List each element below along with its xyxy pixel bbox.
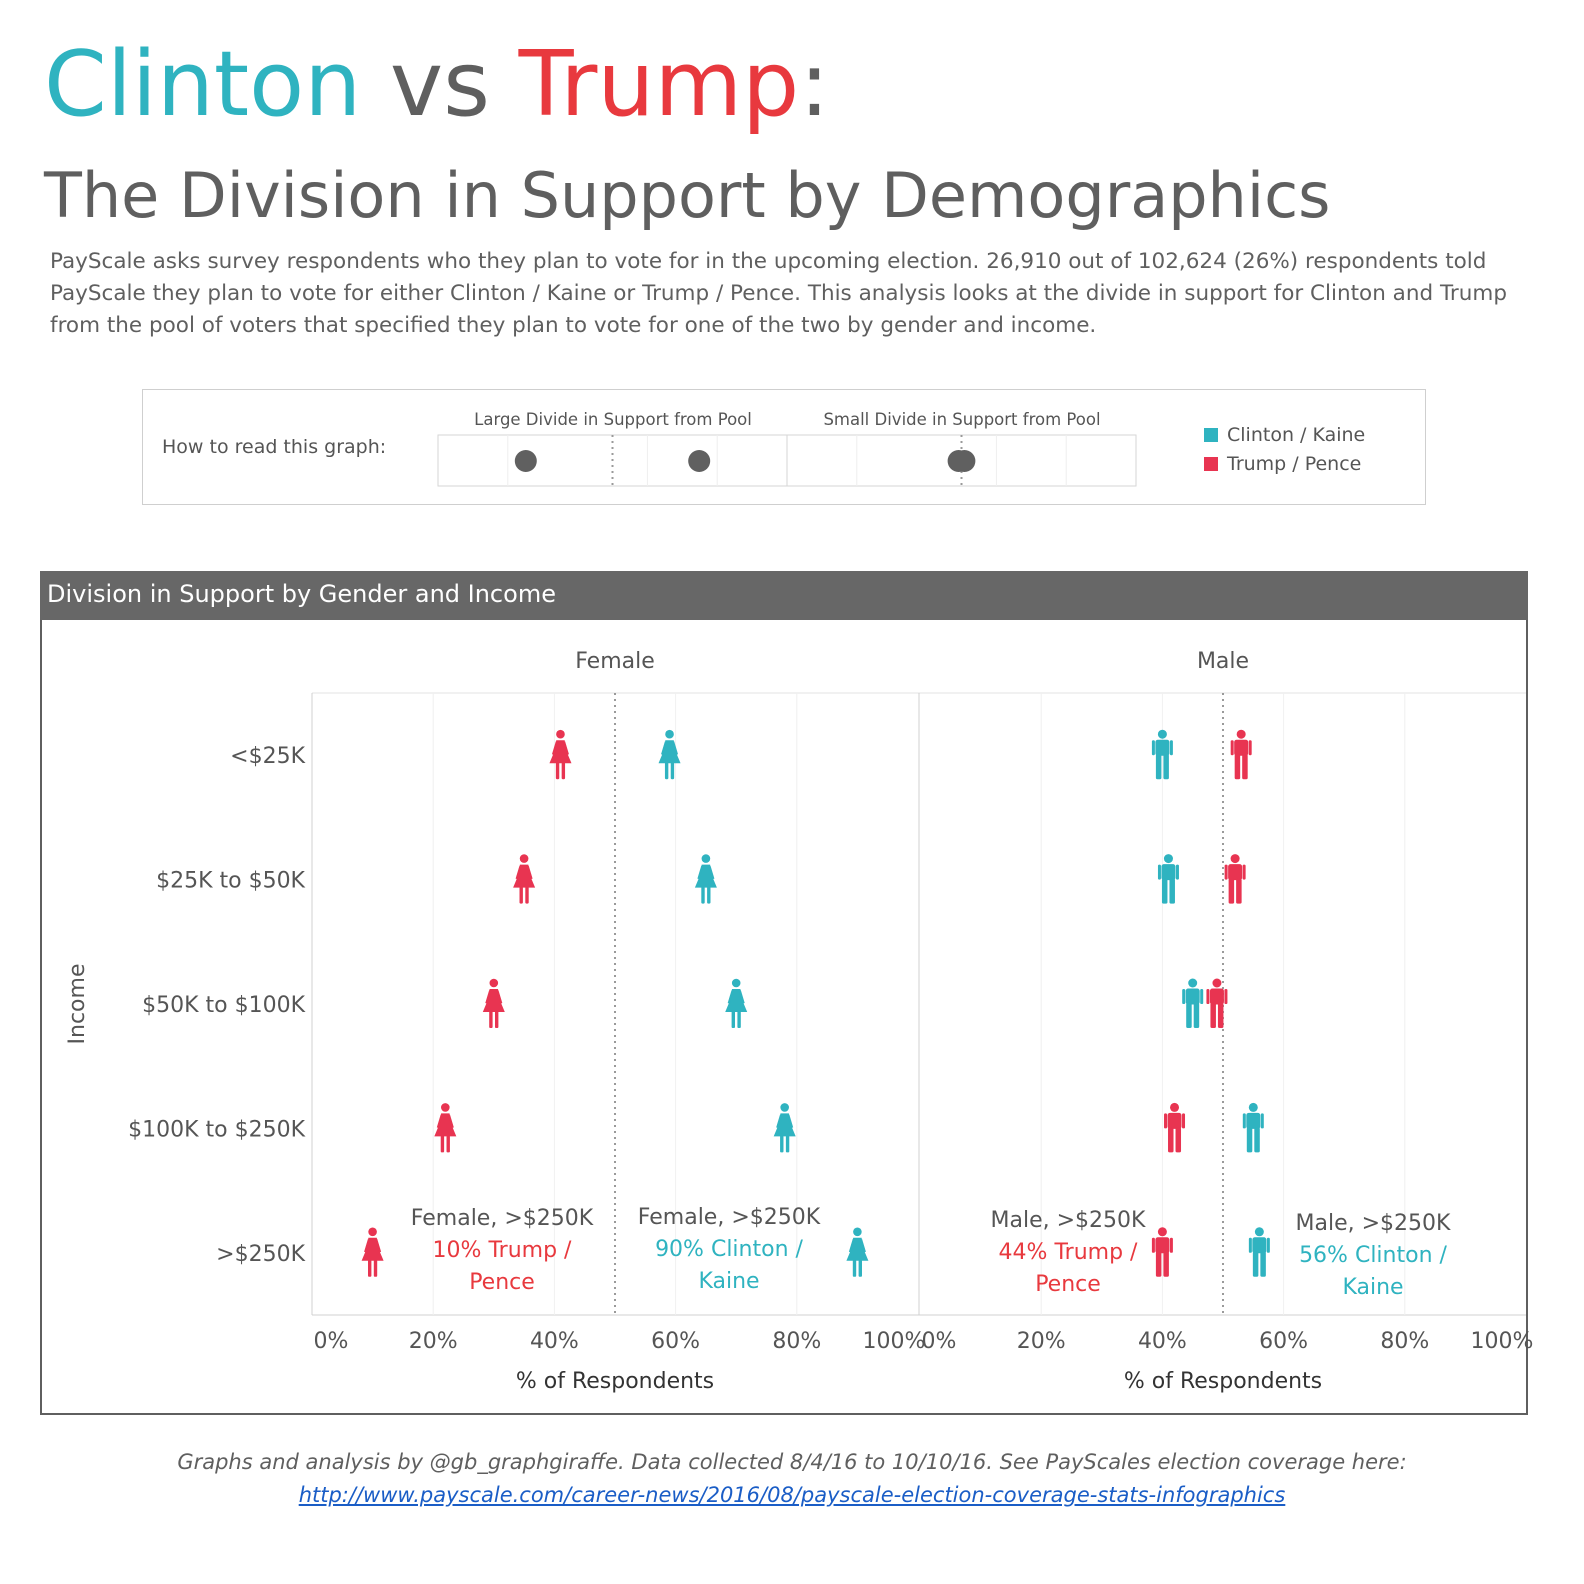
footer-link[interactable]: http://www.payscale.com/career-news/2016…	[298, 1483, 1286, 1507]
legend-key-clinton: Clinton / Kaine	[1204, 424, 1365, 446]
annotation-title: Male, >$250K	[991, 1208, 1147, 1233]
panel-header-female: Female	[575, 649, 655, 674]
y-tick-label: $50K to $100K	[142, 993, 305, 1018]
x-tick-label: 60%	[1259, 1329, 1308, 1354]
male-person-icon	[1182, 978, 1204, 1028]
x-tick-label: 20%	[1017, 1329, 1066, 1354]
panel-title: Division in Support by Gender and Income	[47, 580, 556, 608]
legend-example-dot	[953, 450, 976, 472]
male-person-icon	[1206, 978, 1228, 1028]
x-axis-label: % of Respondents	[1124, 1369, 1322, 1394]
female-person-icon	[846, 1227, 869, 1277]
male-person-icon	[1242, 1102, 1264, 1153]
trump-swatch-icon	[1204, 457, 1218, 471]
page-subtitle: The Division in Support by Demographics	[44, 159, 1331, 232]
annotation-line: 90% Clinton /	[655, 1237, 803, 1262]
annotation-title: Male, >$250K	[1296, 1211, 1452, 1236]
annotation-title: Female, >$250K	[411, 1206, 594, 1231]
how-to-read-label: How to read this graph:	[162, 436, 387, 458]
title-clinton: Clinton	[44, 32, 362, 137]
legend-example-dot	[688, 450, 711, 472]
female-person-icon	[694, 854, 717, 904]
y-tick-label: <$25K	[230, 744, 305, 769]
x-tick-label: 100%	[863, 1329, 926, 1354]
intro-paragraph: PayScale asks survey respondents who the…	[50, 249, 1507, 338]
female-person-icon	[773, 1103, 796, 1153]
x-tick-label: 80%	[1380, 1329, 1429, 1354]
x-tick-label: 0%	[314, 1329, 349, 1354]
page-title: Clinton vs Trump:	[44, 30, 830, 140]
annotation-line: Kaine	[1342, 1275, 1403, 1300]
legend-key-trump-label: Trump / Pence	[1227, 453, 1362, 475]
y-tick-label: $100K to $250K	[128, 1117, 305, 1142]
male-person-icon	[1157, 854, 1179, 904]
clinton-swatch-icon	[1204, 428, 1218, 442]
legend-example-dot	[514, 450, 537, 472]
male-person-icon	[1164, 1102, 1186, 1153]
x-tick-label: 40%	[1138, 1329, 1187, 1354]
large-divide-label: Large Divide in Support from Pool	[474, 410, 752, 429]
title-trump: Trump	[518, 32, 800, 137]
female-person-icon	[434, 1103, 457, 1153]
annotation-line: 56% Clinton /	[1299, 1243, 1447, 1268]
x-tick-label: 0%	[922, 1329, 957, 1354]
male-person-icon	[1151, 1227, 1173, 1277]
female-person-icon	[361, 1227, 384, 1277]
female-person-icon	[482, 978, 505, 1028]
female-person-icon	[513, 854, 536, 904]
x-axis-label: % of Respondents	[516, 1369, 714, 1394]
female-person-icon	[658, 729, 681, 780]
footer-credit: Graphs and analysis by @gb_graphgiraffe.…	[177, 1450, 1407, 1474]
annotation-title: Female, >$250K	[638, 1205, 821, 1230]
x-tick-label: 20%	[409, 1329, 458, 1354]
y-tick-label: >$250K	[216, 1242, 305, 1267]
title-vs: vs	[389, 32, 491, 137]
x-tick-label: 80%	[772, 1329, 821, 1354]
panel-header-bar	[40, 571, 1528, 620]
footer: Graphs and analysis by @gb_graphgiraffe.…	[0, 1446, 1584, 1512]
annotation-line: Kaine	[698, 1269, 759, 1294]
x-tick-label: 60%	[651, 1329, 700, 1354]
y-tick-label: $25K to $50K	[156, 869, 305, 894]
annotation-line: Pence	[469, 1270, 535, 1295]
title-colon: :	[799, 32, 830, 137]
panel-header-male: Male	[1197, 649, 1249, 674]
male-person-icon	[1224, 854, 1246, 904]
x-tick-label: 100%	[1471, 1329, 1534, 1354]
annotation-line: 10% Trump /	[433, 1238, 572, 1263]
female-person-icon	[725, 978, 748, 1028]
legend-key-trump: Trump / Pence	[1204, 453, 1361, 475]
x-tick-label: 40%	[530, 1329, 579, 1354]
legend-box	[142, 389, 1426, 505]
male-person-icon	[1248, 1227, 1270, 1277]
female-person-icon	[549, 729, 572, 780]
small-divide-label: Small Divide in Support from Pool	[823, 410, 1101, 429]
male-person-icon	[1230, 729, 1252, 780]
annotation-line: 44% Trump /	[999, 1240, 1138, 1265]
male-person-icon	[1151, 729, 1173, 780]
legend-key-clinton-label: Clinton / Kaine	[1227, 424, 1366, 446]
y-axis-label: Income	[65, 964, 90, 1045]
annotation-line: Pence	[1035, 1272, 1101, 1297]
